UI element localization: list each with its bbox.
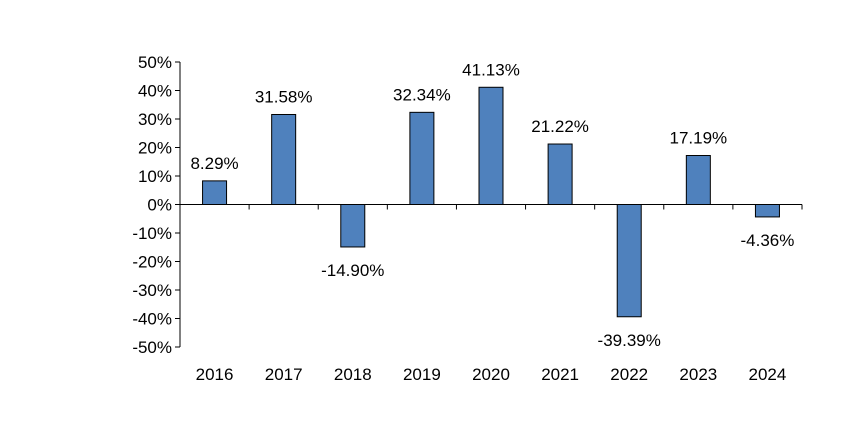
y-axis: 50% 40% 30% 20% 10% 0% -10% -20% -30% -40% -50% (132, 53, 181, 357)
data-labels: 8.29% 31.58% -14.90% 32.34% 41.13% 21.22% -39.… (190, 60, 794, 349)
x-tick-label: 2022 (610, 365, 648, 384)
data-label-2017: 31.58% (255, 87, 313, 106)
bar-2023 (685, 155, 711, 205)
y-tick-label: 30% (138, 110, 172, 129)
data-label-2020: 41.13% (462, 60, 520, 79)
y-tick-label: 40% (138, 82, 172, 101)
bar-2017 (271, 113, 297, 205)
x-tick-label: 2018 (334, 365, 372, 384)
x-tick-label: 2023 (679, 365, 717, 384)
x-tick-label: 2024 (749, 365, 787, 384)
y-tick-label: 10% (138, 167, 172, 186)
data-label-2019: 32.34% (393, 85, 451, 104)
data-label-2016: 8.29% (190, 154, 238, 173)
y-tick-label: 0% (147, 196, 172, 215)
data-label-2023: 17.19% (669, 129, 727, 148)
x-axis: 2016 2017 2018 2019 2020 2021 2022 2023 2024 (180, 204, 803, 384)
y-tick-label: -30% (132, 281, 172, 300)
bar-2019 (409, 111, 435, 205)
bar-series (202, 86, 780, 318)
y-tick-label: 50% (138, 53, 172, 72)
bar-2024 (754, 204, 780, 218)
data-label-2024: -4.36% (741, 231, 795, 250)
bar-2020 (478, 86, 504, 205)
bar-2021 (547, 143, 573, 205)
x-tick-label: 2016 (196, 365, 234, 384)
y-tick-label: -40% (132, 310, 172, 329)
data-label-2022: -39.39% (598, 331, 661, 350)
x-tick-label: 2020 (472, 365, 510, 384)
x-tick-label: 2019 (403, 365, 441, 384)
y-tick-label: 20% (138, 139, 172, 158)
data-label-2021: 21.22% (531, 117, 589, 136)
y-tick-label: -20% (132, 253, 172, 272)
y-tick-label: -10% (132, 224, 172, 243)
y-tick-label: -50% (132, 338, 172, 357)
x-tick-label: 2021 (541, 365, 579, 384)
data-label-2018: -14.90% (321, 261, 384, 280)
bar-2022 (616, 204, 642, 318)
bar-2018 (340, 204, 366, 248)
bar-2016 (202, 180, 228, 206)
x-tick-label: 2017 (265, 365, 303, 384)
